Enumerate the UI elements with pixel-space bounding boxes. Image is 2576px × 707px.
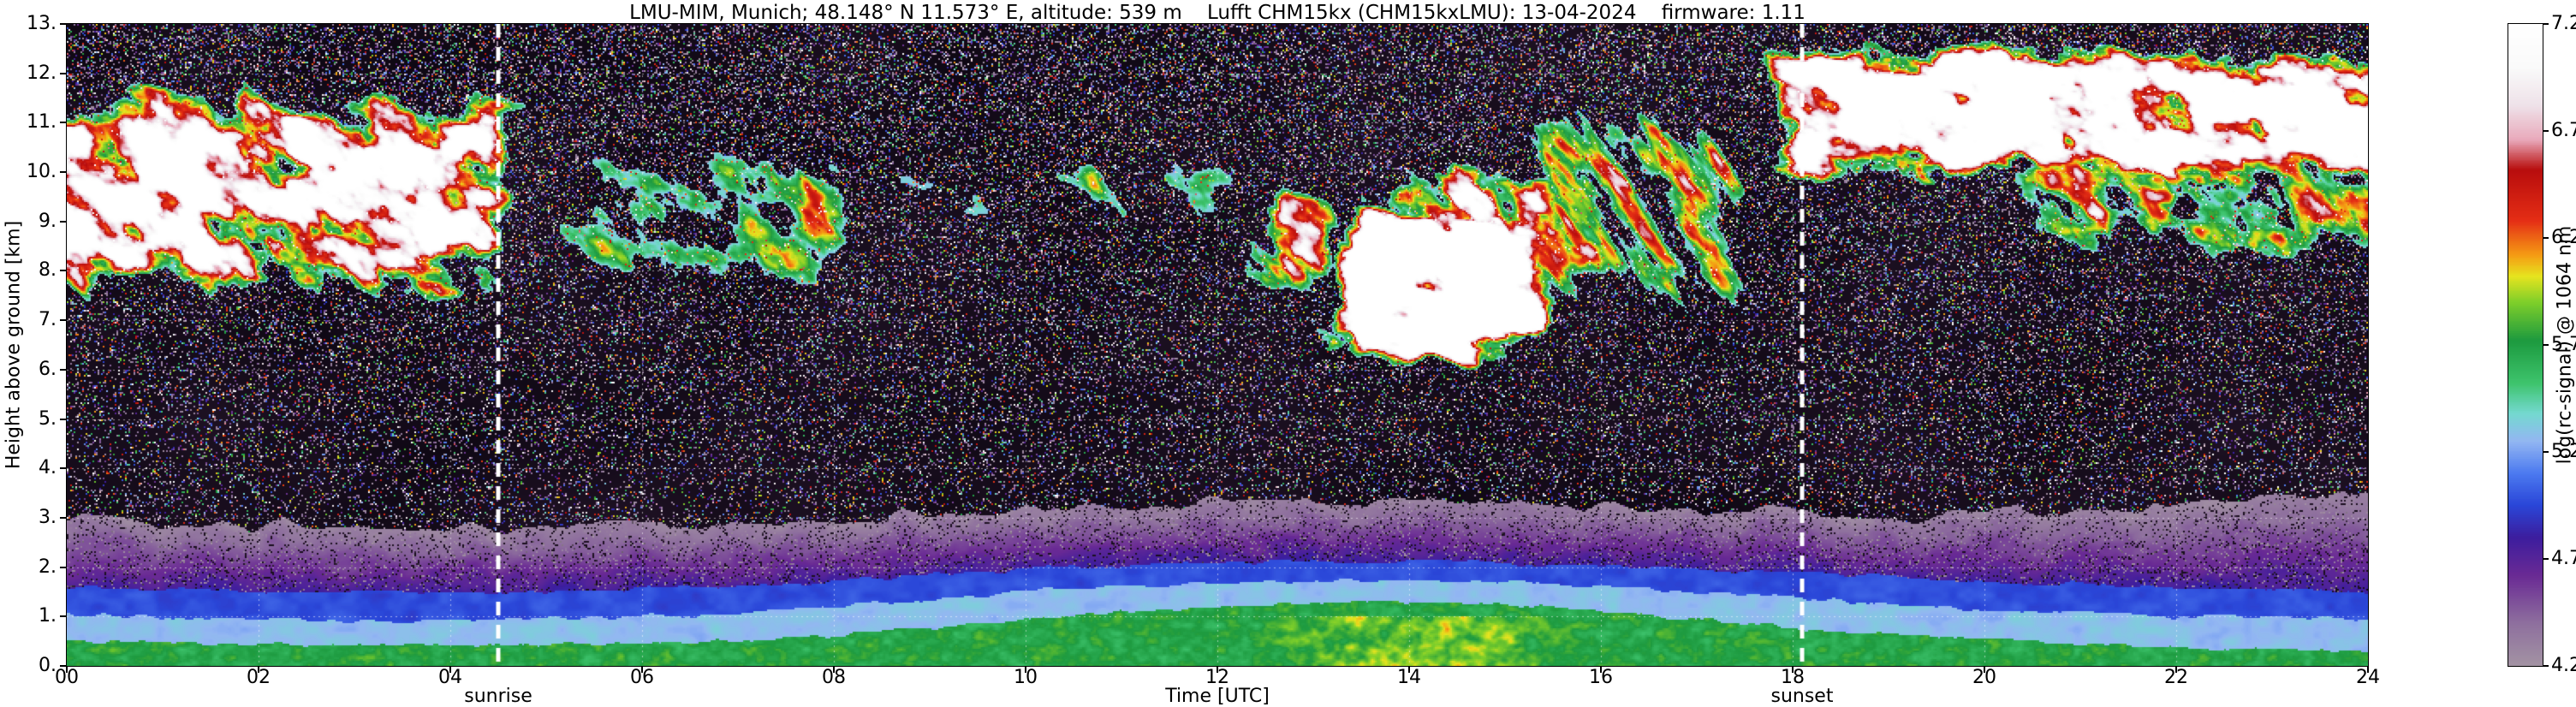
colorbar-tick-mark [2543, 344, 2549, 346]
y-tick-mark [60, 517, 66, 519]
colorbar-label: log(rc-signal) @ 1064 nm [2554, 225, 2576, 465]
y-tick-label: 6. [39, 359, 57, 380]
sunrise-label: sunrise [464, 686, 532, 707]
x-tick-mark [1025, 667, 1026, 673]
y-tick-mark [60, 467, 66, 469]
colorbar-tick-label: 7.2 [2551, 13, 2576, 34]
x-tick-label: 20 [1972, 667, 1996, 688]
x-tick-label: 16 [1589, 667, 1613, 688]
x-tick-label: 06 [630, 667, 654, 688]
x-tick-label: 00 [55, 667, 79, 688]
heatmap-canvas [67, 24, 2368, 666]
x-tick-label: 18 [1781, 667, 1805, 688]
x-tick-mark [1217, 667, 1218, 673]
y-tick-mark [60, 567, 66, 568]
colorbar-tick-label: 5.2 [2551, 441, 2576, 462]
y-tick-label: 13. [27, 13, 57, 34]
y-tick-label: 8. [39, 259, 57, 281]
y-tick-label: 1. [39, 605, 57, 627]
y-tick-label: 2. [39, 556, 57, 578]
y-tick-mark [60, 23, 66, 25]
y-tick-mark [60, 615, 66, 617]
colorbar-canvas [2508, 24, 2543, 666]
x-tick-label: 24 [2356, 667, 2380, 688]
x-tick-mark [1408, 667, 1410, 673]
sunset-label: sunset [1770, 686, 1834, 707]
y-tick-mark [60, 73, 66, 74]
x-tick-mark [641, 667, 643, 673]
x-tick-label: 22 [2164, 667, 2188, 688]
y-tick-mark [60, 319, 66, 321]
x-tick-mark [66, 667, 68, 673]
y-tick-label: 4. [39, 457, 57, 478]
x-tick-mark [833, 667, 835, 673]
x-axis-label: Time [UTC] [1165, 686, 1270, 707]
colorbar-tick-mark [2543, 237, 2549, 239]
x-tick-mark [258, 667, 259, 673]
x-tick-label: 14 [1397, 667, 1421, 688]
x-tick-mark [1984, 667, 1985, 673]
y-tick-label: 10. [27, 161, 57, 182]
x-tick-mark [2175, 667, 2177, 673]
x-tick-mark [2367, 667, 2369, 673]
colorbar-tick-mark [2543, 23, 2549, 25]
y-tick-label: 7. [39, 309, 57, 330]
y-tick-label: 0. [39, 655, 57, 676]
colorbar-tick-label: 5.7 [2551, 334, 2576, 355]
y-tick-label: 3. [39, 507, 57, 528]
y-tick-label: 9. [39, 211, 57, 232]
colorbar [2508, 23, 2543, 667]
colorbar-tick-mark [2543, 665, 2549, 667]
plot-area [66, 23, 2369, 667]
y-tick-label: 11. [27, 111, 57, 133]
y-tick-mark [60, 122, 66, 123]
colorbar-tick-label: 4.2 [2551, 655, 2576, 676]
y-tick-label: 5. [39, 408, 57, 430]
x-tick-label: 10 [1014, 667, 1038, 688]
x-tick-label: 04 [438, 667, 462, 688]
colorbar-tick-mark [2543, 451, 2549, 453]
colorbar-tick-label: 6.2 [2551, 227, 2576, 248]
colorbar-tick-mark [2543, 558, 2549, 560]
x-tick-mark [1792, 667, 1794, 673]
y-tick-mark [60, 665, 66, 667]
y-tick-mark [60, 369, 66, 371]
x-tick-label: 12 [1205, 667, 1229, 688]
x-tick-mark [449, 667, 451, 673]
x-tick-mark [1600, 667, 1602, 673]
y-tick-mark [60, 221, 66, 223]
colorbar-tick-label: 6.7 [2551, 120, 2576, 141]
colorbar-tick-mark [2543, 130, 2549, 132]
y-tick-mark [60, 419, 66, 420]
y-tick-label: 12. [27, 62, 57, 84]
colorbar-tick-label: 4.7 [2551, 548, 2576, 569]
x-tick-label: 02 [247, 667, 271, 688]
figure-title: LMU-MIM, Munich; 48.148° N 11.573° E, al… [629, 2, 1806, 24]
y-axis-label: Height above ground [km] [3, 220, 25, 470]
y-tick-mark [60, 171, 66, 173]
x-tick-label: 08 [822, 667, 846, 688]
y-tick-mark [60, 270, 66, 271]
